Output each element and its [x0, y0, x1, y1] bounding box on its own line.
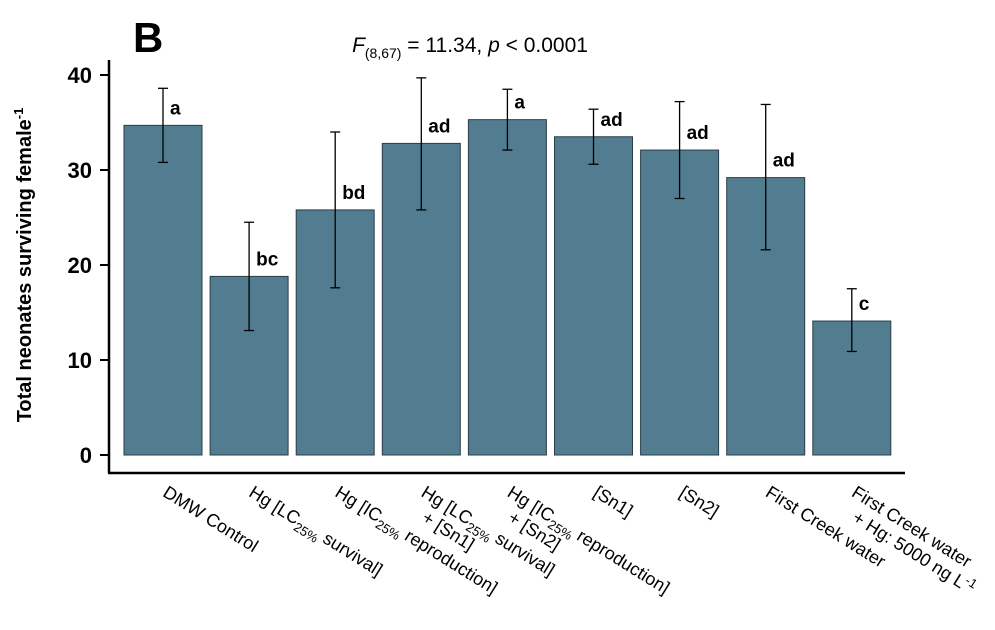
bar — [467, 119, 547, 456]
significance-letter: bd — [342, 183, 365, 204]
axes — [107, 60, 905, 475]
y-axis-label: Total neonates surviving female-1 — [11, 108, 36, 423]
y-axis-ticks: 0 10 20 30 40 — [68, 63, 109, 468]
x-tick-label-part: Hg [IC — [332, 482, 386, 526]
significance-letter: c — [859, 294, 870, 315]
bar — [123, 124, 203, 456]
x-tick-label: [Sn1] — [590, 482, 636, 521]
stat-p-value: < 0.0001 — [500, 34, 588, 57]
y-axis-title-text: Total neonates surviving female — [14, 119, 36, 422]
significance-letter: bc — [256, 249, 279, 270]
y-axis-title: Total neonates surviving female-1 — [11, 108, 36, 423]
stat-degrees-freedom: (8,67) — [365, 45, 402, 61]
y-tick-label: 30 — [68, 158, 92, 183]
significance-letter: a — [170, 98, 181, 119]
x-tick-label-part: survival] — [315, 525, 386, 580]
significance-letter: ad — [773, 151, 795, 172]
bar — [640, 149, 720, 456]
y-axis-title-superscript: -1 — [11, 108, 26, 120]
stat-f-value: = 11.34, — [401, 34, 488, 57]
stat-p-letter: p — [487, 34, 500, 57]
significance-letter: a — [514, 93, 525, 114]
significance-letter: ad — [601, 110, 623, 131]
y-tick-label: 20 — [68, 253, 92, 278]
x-tick-label-part: DMW Control — [160, 482, 262, 556]
x-tick-label: [Sn2] — [676, 482, 722, 521]
significance-letter: ad — [428, 116, 450, 137]
x-tick-label: DMW Control — [160, 482, 262, 556]
x-tick-label-part: Hg [LC — [246, 482, 304, 529]
statistics-annotation: F(8,67) = 11.34, p < 0.0001 — [352, 34, 588, 61]
x-tick-label-part: reproduction] — [569, 523, 673, 598]
y-tick-label: 0 — [80, 443, 92, 468]
panel-label: B — [133, 14, 163, 61]
x-tick-label-part: [Sn2] — [676, 482, 722, 521]
significance-letter: ad — [687, 123, 709, 144]
x-tick-label-part: [Sn1] — [590, 482, 636, 521]
error-bars — [158, 77, 857, 353]
y-tick-label: 10 — [68, 348, 92, 373]
significance-letters: a bc bd ad a ad ad ad c — [170, 93, 870, 315]
y-tick-label: 40 — [68, 63, 92, 88]
stat-f-letter: F — [352, 34, 366, 57]
bar — [554, 136, 633, 456]
